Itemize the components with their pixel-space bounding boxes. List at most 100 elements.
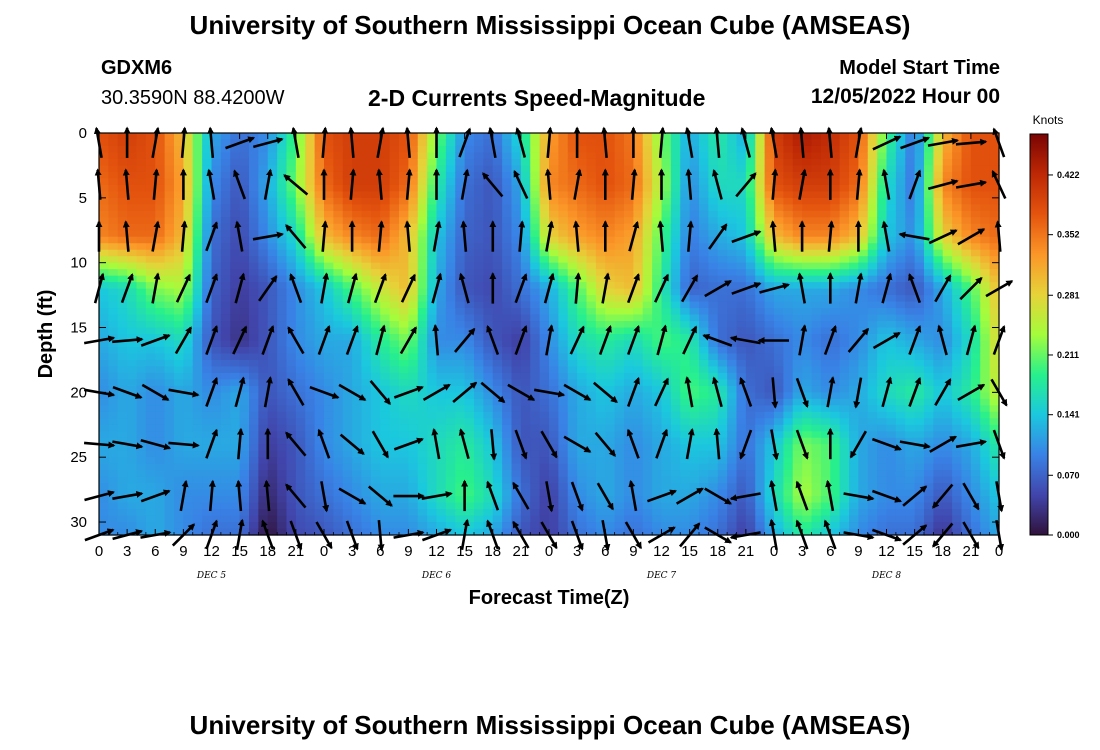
heatmap-cell: [549, 152, 559, 160]
heatmap-cell: [230, 470, 241, 478]
heatmap-cell: [820, 528, 831, 536]
heatmap-cell: [361, 197, 372, 205]
heatmap-cell: [427, 178, 438, 186]
heatmap-cell: [99, 509, 109, 517]
heatmap-cell: [811, 249, 822, 257]
heatmap-cell: [183, 184, 194, 192]
heatmap-cell: [361, 171, 372, 179]
heatmap-cell: [445, 476, 456, 484]
heatmap-cell: [699, 210, 709, 218]
heatmap-cell: [258, 424, 269, 432]
heatmap-cell: [174, 165, 184, 173]
heatmap-cell: [99, 327, 109, 335]
heatmap-cell: [380, 359, 391, 368]
heatmap-cell: [802, 308, 813, 316]
heatmap-cell: [108, 152, 119, 160]
heatmap-cell: [258, 158, 269, 167]
heatmap-cell: [558, 301, 569, 309]
heatmap-cell: [764, 243, 775, 251]
heatmap-cell: [558, 411, 569, 419]
heatmap-cell: [155, 353, 166, 361]
heatmap-cell: [614, 418, 625, 426]
heatmap-cell: [370, 340, 381, 348]
heatmap-cell: [539, 528, 550, 536]
heatmap-cell: [164, 522, 175, 530]
heatmap-cell: [305, 483, 316, 491]
heatmap-cell: [549, 243, 559, 251]
heatmap-cell: [502, 366, 513, 374]
heatmap-cell: [342, 457, 353, 465]
heatmap-cell: [474, 424, 484, 432]
heatmap-cell: [849, 236, 859, 244]
heatmap-cell: [277, 152, 288, 160]
heatmap-cell: [483, 217, 494, 225]
heatmap-cell: [305, 256, 316, 264]
heatmap-cell: [745, 515, 756, 523]
heatmap-cell: [314, 178, 325, 186]
heatmap-cell: [474, 450, 484, 458]
heatmap-cell: [661, 217, 672, 225]
heatmap-cell: [717, 249, 728, 257]
heatmap-cell: [342, 139, 353, 147]
heatmap-cell: [727, 340, 738, 348]
heatmap-cell: [117, 437, 128, 445]
heatmap-cell: [520, 230, 531, 238]
heatmap-cell: [736, 431, 747, 439]
heatmap-cell: [230, 398, 241, 406]
heatmap-cell: [624, 489, 634, 497]
heatmap-cell: [220, 372, 231, 380]
heatmap-cell: [249, 243, 259, 251]
heatmap-cell: [680, 191, 691, 199]
heatmap-cell: [286, 308, 297, 316]
heatmap-cell: [680, 133, 691, 141]
heatmap-cell: [99, 269, 109, 277]
heatmap-cell: [849, 275, 859, 283]
heatmap-cell: [464, 282, 475, 290]
heatmap-cell: [605, 210, 616, 218]
heatmap-cell: [192, 178, 203, 186]
heatmap-cell: [249, 334, 259, 342]
heatmap-cell: [652, 210, 663, 218]
heatmap-cell: [830, 230, 841, 238]
heatmap-cell: [464, 139, 475, 147]
heatmap-cell: [708, 411, 719, 419]
heatmap-cell: [774, 256, 784, 264]
heatmap-cell: [633, 282, 644, 290]
heatmap-cell: [802, 515, 813, 523]
heatmap-cell: [249, 509, 259, 517]
heatmap-cell: [305, 334, 316, 342]
heatmap-cell: [624, 334, 634, 342]
heatmap-cell: [286, 210, 297, 218]
heatmap-cell: [136, 171, 147, 179]
heatmap-cell: [811, 269, 822, 277]
heatmap-cell: [277, 295, 288, 303]
heatmap-cell: [99, 184, 109, 192]
heatmap-cell: [136, 340, 147, 348]
heatmap-cell: [652, 437, 663, 445]
heatmap-cell: [436, 398, 447, 406]
heatmap-cell: [127, 321, 138, 329]
heatmap-cell: [614, 243, 625, 251]
heatmap-cell: [586, 230, 597, 238]
heatmap-cell: [370, 301, 381, 309]
heatmap-cell: [530, 327, 541, 335]
heatmap-cell: [811, 314, 822, 322]
heatmap-cell: [661, 230, 672, 238]
heatmap-cell: [427, 346, 438, 355]
heatmap-cell: [699, 249, 709, 257]
heatmap-cell: [849, 133, 859, 141]
heatmap-cell: [239, 470, 250, 478]
heatmap-cell: [811, 243, 822, 251]
heatmap-cell: [792, 197, 803, 205]
heatmap-cell: [492, 133, 503, 141]
heatmap-cell: [474, 249, 484, 257]
heatmap-cell: [277, 243, 288, 251]
heatmap-cell: [483, 282, 494, 290]
heatmap-cell: [670, 431, 681, 439]
heatmap-cell: [127, 398, 138, 406]
heatmap-cell: [558, 489, 569, 497]
heatmap-cell: [689, 314, 700, 322]
heatmap-cell: [258, 502, 269, 510]
heatmap-cell: [174, 171, 184, 179]
heatmap-cell: [502, 457, 513, 465]
